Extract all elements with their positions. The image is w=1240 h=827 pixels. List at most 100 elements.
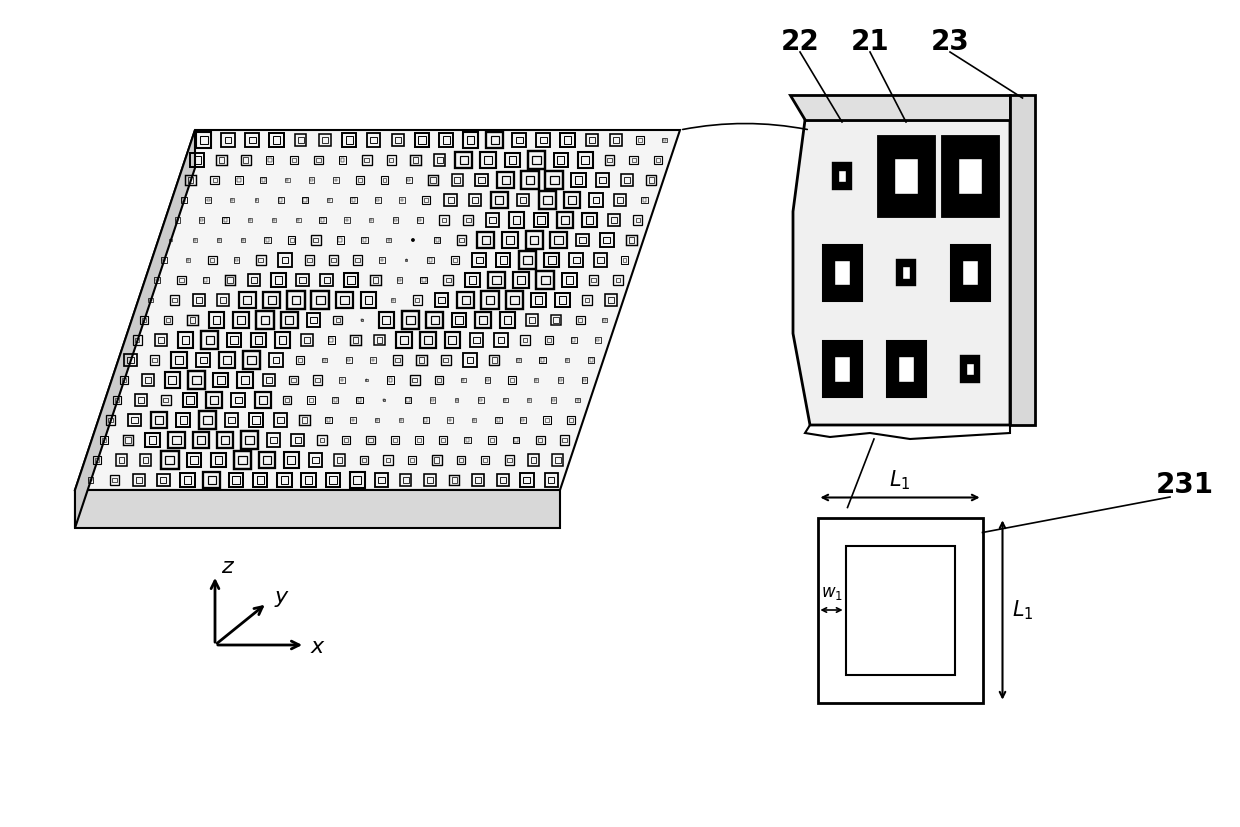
Bar [534, 378, 538, 382]
Bar [556, 293, 570, 308]
Bar [119, 457, 124, 463]
Bar [169, 432, 185, 448]
Circle shape [412, 239, 414, 241]
Bar [531, 457, 537, 463]
Bar [515, 438, 518, 442]
Text: $L_1$: $L_1$ [1013, 598, 1034, 622]
Bar [311, 291, 329, 308]
Polygon shape [74, 130, 680, 490]
Bar [534, 379, 537, 381]
Bar [150, 412, 167, 428]
Bar [200, 356, 207, 363]
Bar [281, 256, 289, 263]
Bar [579, 237, 587, 243]
Bar [277, 473, 291, 487]
Bar [171, 352, 187, 368]
Bar [564, 358, 569, 362]
Text: y: y [275, 587, 288, 607]
Bar [301, 473, 316, 487]
Bar [536, 436, 544, 444]
Bar [135, 337, 139, 342]
Bar [389, 158, 393, 162]
Bar [552, 455, 563, 466]
Bar [288, 457, 295, 464]
Bar [559, 379, 562, 381]
Bar [573, 256, 579, 264]
Bar [93, 456, 102, 464]
Bar [466, 438, 469, 442]
Bar [449, 475, 459, 485]
Bar [451, 313, 466, 327]
Bar [351, 418, 355, 422]
Bar [610, 217, 616, 223]
Bar [190, 153, 205, 167]
Bar [523, 476, 531, 484]
Bar [490, 438, 494, 442]
Bar [264, 237, 270, 243]
Bar [208, 313, 224, 327]
Bar [236, 259, 238, 261]
Bar [242, 239, 244, 241]
Bar [309, 398, 312, 402]
Bar [131, 417, 138, 423]
Bar [546, 336, 553, 344]
Bar [528, 151, 546, 169]
Bar [165, 372, 180, 388]
Bar [350, 335, 361, 346]
Bar [198, 218, 205, 222]
Bar [231, 337, 238, 344]
Bar [430, 177, 435, 183]
Bar [208, 256, 217, 265]
Bar [594, 253, 606, 266]
Bar [383, 456, 393, 465]
Bar [291, 433, 304, 447]
Bar [512, 133, 526, 147]
Bar [308, 258, 311, 262]
Bar [374, 335, 386, 346]
Bar [320, 134, 331, 146]
Bar [565, 276, 573, 284]
Bar [177, 275, 186, 284]
Bar [835, 165, 849, 188]
Bar [263, 374, 275, 386]
Bar [181, 197, 187, 203]
Bar [528, 399, 531, 401]
Bar [430, 316, 439, 324]
Bar [350, 472, 365, 487]
Bar [314, 237, 319, 242]
Bar [495, 196, 503, 204]
Bar [218, 157, 224, 163]
Bar [299, 277, 306, 283]
Bar [248, 218, 252, 222]
Bar [176, 218, 179, 222]
Bar [624, 177, 630, 183]
Bar [445, 278, 450, 283]
Bar [539, 356, 546, 363]
Bar [588, 357, 594, 363]
Bar [472, 253, 486, 267]
Bar [342, 133, 356, 147]
Bar [557, 212, 573, 228]
Bar [439, 133, 454, 147]
Bar [966, 363, 975, 375]
Bar [577, 233, 589, 246]
Bar [434, 293, 449, 307]
Bar [466, 356, 474, 363]
Bar [618, 197, 624, 203]
Bar [428, 174, 438, 185]
Bar [124, 354, 136, 366]
Bar [469, 194, 481, 206]
Bar [474, 337, 480, 343]
Bar [394, 357, 399, 362]
Bar [246, 436, 254, 444]
Bar [529, 317, 534, 323]
Bar [649, 178, 653, 183]
Bar [547, 338, 552, 342]
Bar [327, 337, 335, 343]
Bar [414, 132, 429, 147]
Bar [243, 157, 248, 163]
Bar [255, 255, 265, 265]
Bar [595, 337, 600, 342]
Bar [159, 337, 165, 343]
Bar [222, 217, 229, 223]
